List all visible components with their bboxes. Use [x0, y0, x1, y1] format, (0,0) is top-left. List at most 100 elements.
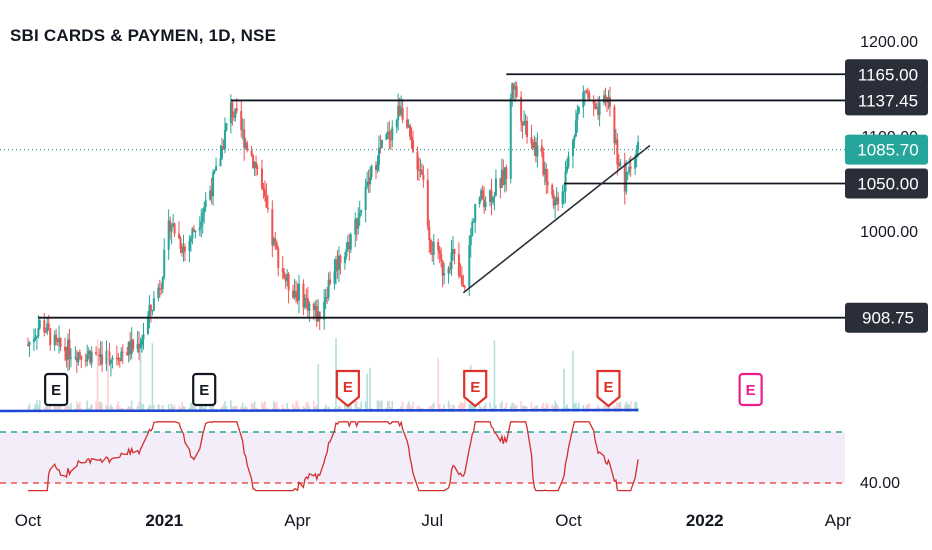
candle-body — [462, 284, 465, 287]
candle-body — [90, 352, 93, 363]
volume-bar — [604, 401, 607, 412]
candle-body — [173, 223, 176, 234]
candle-body — [355, 218, 358, 229]
candle-body — [515, 86, 518, 97]
level-label-bg — [845, 85, 928, 116]
volume-bar — [447, 400, 450, 412]
earnings-marker: E — [463, 369, 488, 408]
volume-bar — [222, 403, 225, 412]
candle-body — [628, 166, 631, 172]
volume-bar — [142, 404, 145, 412]
candle-body — [483, 199, 486, 208]
volume-bar — [138, 401, 140, 412]
candle-body — [296, 292, 299, 301]
time-tick-label: Oct — [15, 511, 42, 530]
volume-bar — [182, 405, 185, 412]
candle-body — [594, 103, 597, 109]
volume-bar — [77, 404, 80, 412]
candle-body — [634, 156, 637, 169]
candle-body — [121, 351, 124, 353]
volume-bar — [563, 368, 565, 412]
volume-bar — [253, 401, 256, 412]
volume-bar — [379, 400, 382, 412]
candle-body — [46, 323, 49, 333]
candle-body — [571, 140, 574, 157]
volume-bar — [150, 405, 152, 412]
candle-body — [603, 95, 606, 103]
candle-body — [28, 342, 31, 346]
volume-bar — [572, 350, 574, 412]
volume-bar — [76, 401, 78, 412]
volume-bar — [224, 401, 226, 412]
volume-bar — [520, 401, 522, 412]
candle-body — [360, 209, 363, 213]
candle-body — [44, 331, 47, 333]
volume-bar — [418, 405, 420, 412]
candle-body — [183, 246, 186, 251]
candle-body — [542, 152, 545, 175]
candle-body — [358, 212, 361, 218]
candle-body — [287, 273, 290, 291]
volume-ma-line — [0, 408, 639, 413]
volume-bar — [58, 402, 60, 412]
candle-body — [158, 287, 161, 289]
volume-bar — [412, 402, 414, 412]
candle-body — [74, 357, 77, 359]
volume-bar — [96, 339, 99, 412]
candle-body — [457, 254, 460, 276]
candle-body — [472, 221, 475, 223]
candle-body — [543, 168, 546, 175]
candle-body — [500, 169, 503, 188]
candle-body — [265, 196, 268, 208]
volume-bar — [98, 401, 100, 412]
volume-bar — [79, 401, 81, 412]
volume-bar — [274, 402, 277, 412]
candle-body — [428, 226, 431, 241]
candle-body — [34, 337, 37, 339]
volume-bar — [495, 404, 497, 412]
candle-body — [240, 110, 243, 131]
candle-body — [275, 242, 278, 249]
volume-bar — [241, 402, 244, 412]
volume-bar — [468, 403, 471, 412]
candle-body — [292, 290, 295, 298]
volume-bar — [49, 402, 52, 412]
volume-group — [27, 338, 639, 412]
candle-body — [366, 181, 369, 187]
candle-body — [502, 169, 505, 185]
candle-body — [377, 147, 380, 165]
candle-body — [505, 167, 508, 179]
candle-body — [78, 352, 81, 356]
rsi-band — [0, 432, 845, 483]
candle-body — [491, 197, 494, 203]
candle-body — [417, 169, 420, 171]
candle-body — [357, 217, 360, 229]
volume-bar — [535, 404, 537, 412]
candle-body — [210, 190, 213, 197]
candle-body — [335, 259, 338, 272]
candle-body — [471, 221, 474, 236]
candle-body — [136, 343, 139, 350]
candle-body — [108, 351, 111, 364]
earnings-icon — [463, 369, 488, 408]
candle-body — [204, 199, 207, 207]
volume-bar — [545, 402, 548, 412]
candle-body — [545, 168, 548, 183]
candle-body — [493, 195, 496, 198]
volume-bar — [437, 358, 439, 412]
candle-body — [343, 256, 346, 263]
candle-body — [426, 179, 429, 227]
volume-bar — [153, 404, 155, 412]
candle-body — [557, 197, 560, 205]
volume-bar — [317, 364, 320, 412]
volume-bar — [355, 401, 358, 412]
candle-body — [181, 248, 184, 253]
candle-body — [66, 339, 69, 360]
candle-body — [109, 359, 112, 364]
time-tick-label: 2022 — [686, 511, 724, 530]
volume-bar — [101, 403, 103, 412]
candle-body — [478, 197, 481, 205]
candle-body — [635, 149, 638, 157]
candle-body — [68, 339, 71, 358]
